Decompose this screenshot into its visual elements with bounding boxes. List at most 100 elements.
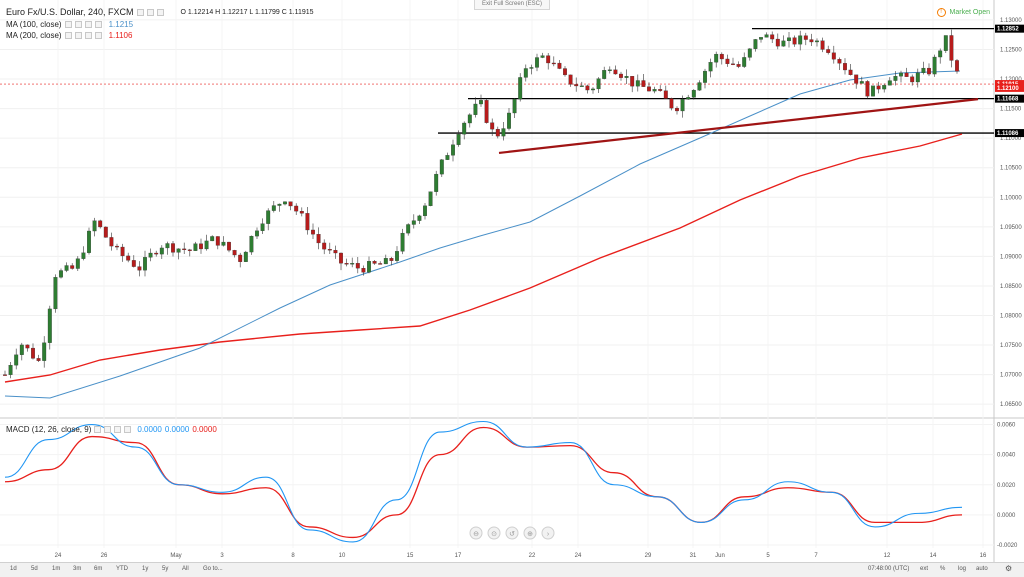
range-1y[interactable]: 1y	[142, 566, 149, 572]
range-5d[interactable]: 5d	[31, 566, 38, 572]
candle-body	[943, 35, 948, 51]
ma100-visibility-toggle[interactable]	[64, 21, 72, 28]
candle-body	[770, 34, 775, 40]
candle-body	[64, 265, 69, 271]
ma200-visibility-toggle[interactable]	[64, 32, 72, 39]
candle-body	[490, 122, 495, 130]
ma200-label: MA (200, close)	[6, 31, 62, 40]
candle-body	[182, 248, 187, 251]
date-tick-label: Jun	[715, 553, 725, 559]
candle-body	[540, 55, 545, 58]
candle-body	[327, 249, 332, 251]
range-5y[interactable]: 5y	[162, 566, 169, 572]
macd-settings-toggle[interactable]	[104, 426, 112, 433]
candle-body	[243, 251, 248, 262]
ma200-settings-toggle[interactable]	[74, 32, 82, 39]
ma200-format-toggle[interactable]	[84, 32, 92, 39]
date-tick-label: 10	[339, 553, 346, 559]
price-tick-label: 1.10000	[1000, 195, 1022, 201]
candle-body	[176, 248, 181, 253]
chart-grid	[0, 0, 1024, 562]
candle-body	[753, 39, 758, 49]
ma100-settings-toggle[interactable]	[74, 21, 82, 28]
gear-icon[interactable]: ⚙	[1005, 564, 1013, 573]
percent-toggle[interactable]: %	[940, 566, 946, 572]
candle-body	[204, 240, 209, 250]
date-tick-label: 31	[690, 553, 697, 559]
visibility-toggle[interactable]	[136, 8, 144, 16]
range-ytd[interactable]: YTD	[116, 566, 128, 572]
candle-body	[367, 261, 371, 273]
market-status[interactable]: ! Market Open	[936, 8, 990, 17]
settings-toggle[interactable]	[146, 8, 154, 16]
candle-body	[787, 37, 791, 42]
date-tick-label: 22	[529, 553, 536, 559]
ma100-remove-toggle[interactable]	[94, 21, 102, 28]
remove-toggle[interactable]	[156, 8, 164, 16]
ma200-legend: MA (200, close) 1.1106	[6, 31, 132, 40]
candle-body	[193, 243, 198, 251]
candle-body	[120, 246, 125, 257]
ma200-line	[4, 133, 963, 383]
date-tick-label: 12	[884, 553, 891, 559]
candle-body	[529, 67, 534, 69]
log-toggle[interactable]: log	[958, 566, 967, 572]
price-label: 1.11086	[997, 131, 1019, 137]
range-1m[interactable]: 1m	[52, 566, 61, 572]
clock-icon: !	[936, 8, 946, 17]
range-3m[interactable]: 3m	[73, 566, 82, 572]
market-status-label: Market Open	[949, 9, 990, 16]
zoom-control-icon: ⊖	[473, 531, 479, 538]
candle-body	[535, 57, 539, 68]
candle-body	[249, 235, 254, 253]
candle-body	[378, 263, 383, 265]
macd-visibility-toggle[interactable]	[94, 426, 102, 433]
candle-body	[658, 89, 663, 91]
ma100-value: 1.1215	[108, 20, 134, 29]
ext-toggle[interactable]: ext	[920, 566, 929, 572]
exit-fullscreen-button[interactable]: Exit Full Screen (ESC)	[474, 0, 550, 10]
macd-format-toggle[interactable]	[114, 426, 122, 433]
candle-body	[451, 144, 455, 156]
date-tick-label: 15	[407, 553, 414, 559]
candle-body	[355, 263, 360, 269]
range-6m[interactable]: 6m	[94, 566, 103, 572]
date-tick-label: 24	[55, 553, 62, 559]
range-1d[interactable]: 1d	[10, 566, 17, 572]
macd-legend: MACD (12, 26, close, 9) 0.0000 0.0000 0.…	[6, 425, 217, 434]
candle-body	[456, 134, 461, 145]
auto-toggle[interactable]: auto	[976, 566, 988, 572]
price-label: 1.11668	[997, 97, 1019, 103]
goto-button[interactable]: Go to...	[203, 566, 223, 572]
macd-value-2: 0.0000	[164, 425, 190, 434]
candle-body	[445, 155, 450, 160]
candle-body	[87, 230, 91, 253]
utc-time[interactable]: 07:48:00 (UTC)	[868, 566, 910, 572]
candle-body	[339, 252, 343, 264]
ma200-value: 1.1106	[108, 31, 133, 40]
candle-body	[395, 251, 399, 261]
candle-body	[820, 40, 825, 50]
candle-body	[210, 236, 215, 242]
price-tick-label: 1.08000	[1000, 314, 1022, 320]
candle-body	[434, 173, 439, 192]
candle-body	[473, 103, 478, 115]
candle-body	[624, 76, 629, 78]
price-label-bg	[995, 24, 1024, 33]
candle-body	[288, 201, 293, 207]
ma100-format-toggle[interactable]	[84, 21, 92, 28]
macd-remove-toggle[interactable]	[124, 426, 132, 433]
candle-body	[512, 98, 517, 114]
candle-body	[31, 347, 35, 359]
ma200-remove-toggle[interactable]	[94, 32, 102, 39]
candle-body	[798, 35, 803, 45]
candle-body	[154, 252, 159, 255]
candle-body	[462, 122, 467, 135]
macd-tick-label: -0.0020	[997, 543, 1018, 549]
candle-body	[406, 224, 411, 234]
range-all[interactable]: All	[182, 566, 189, 572]
candle-body	[299, 211, 304, 214]
candle-body	[232, 250, 237, 256]
candle-body	[568, 74, 573, 85]
